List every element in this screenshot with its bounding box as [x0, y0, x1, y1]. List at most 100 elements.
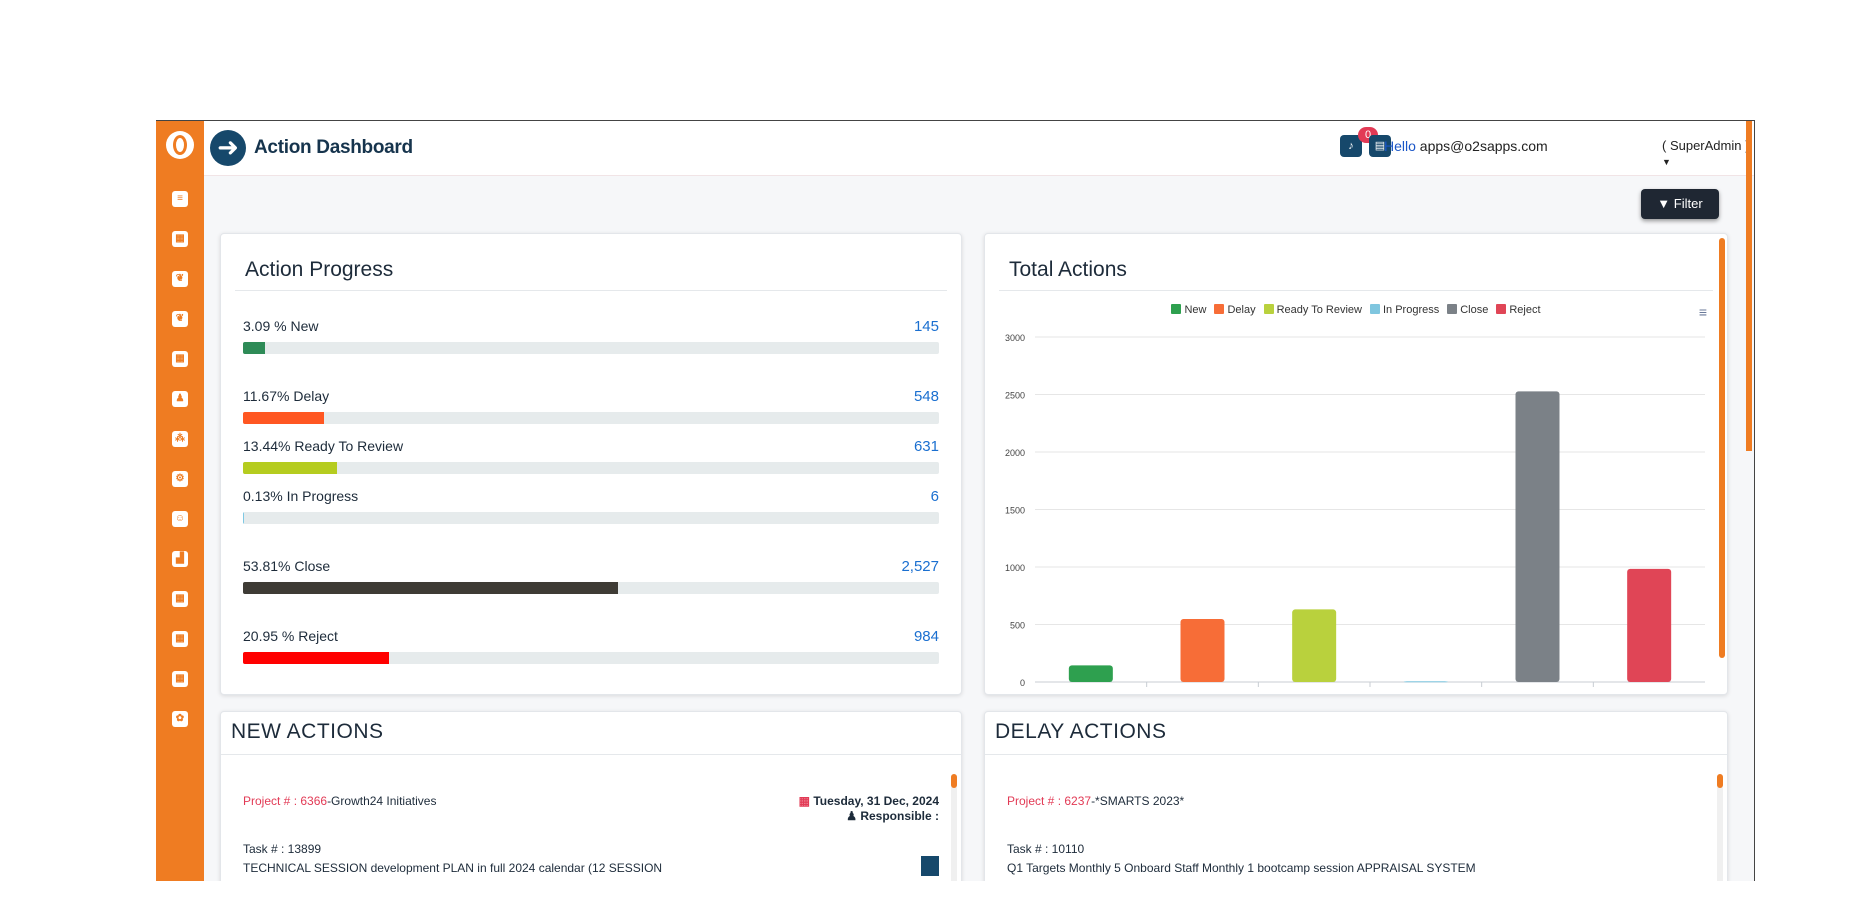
progress-fill: [243, 652, 389, 664]
bar-ready-to-review[interactable]: [1292, 609, 1337, 682]
delay-actions-card: DELAY ACTIONS Project # : 6237-*SMARTS 2…: [984, 711, 1728, 881]
project-number: Project # : 6237: [1007, 794, 1092, 808]
project-name: -Growth24 Initiatives: [327, 794, 437, 808]
legend-label: Ready To Review: [1276, 304, 1362, 316]
chart-scrollbar[interactable]: [1719, 238, 1725, 658]
section-title: NEW ACTIONS: [231, 720, 384, 743]
total-actions-card: Total Actions New Delay Ready To Review In …: [984, 233, 1728, 695]
progress-fill: [243, 582, 618, 594]
y-tick-label: 3000: [1005, 333, 1025, 343]
legend-label: Close: [1460, 304, 1489, 316]
progress-count: 548: [913, 388, 939, 405]
legend-swatch: [1263, 304, 1274, 314]
progress-count: 6: [930, 488, 939, 505]
settings-icon[interactable]: ✿: [172, 711, 188, 727]
y-tick-label: 1000: [1005, 563, 1025, 573]
divider: [235, 290, 947, 291]
clipboard-icon[interactable]: ▤: [1369, 135, 1391, 157]
y-tick-label: 0: [1020, 678, 1025, 688]
app-window: ≡ ▦ ❦ ❦ ▦ ♟ ⁂ ⚙ ☺ ▟ ▦ ▦ ▦ ✿ ➜ Action Das…: [156, 120, 1755, 881]
legend-item[interactable]: Ready To Review: [1263, 304, 1362, 316]
bar-delay[interactable]: [1180, 618, 1225, 682]
gears-icon[interactable]: ⚙: [172, 471, 188, 487]
app-logo[interactable]: [166, 131, 194, 159]
user-email: apps@o2sapps.com: [1419, 138, 1548, 154]
bar-chart: 0 500 1000 1500 2000 2500 3000: [1005, 333, 1705, 688]
bar-new[interactable]: [1068, 665, 1113, 682]
responsible-label: Responsible :: [860, 809, 939, 823]
user-icon: ♟: [846, 809, 857, 823]
list-scrollbar[interactable]: [951, 774, 957, 881]
bar-in-progress[interactable]: [1403, 681, 1448, 683]
task-number: Task # : 10110: [1007, 842, 1085, 856]
document-icon[interactable]: [921, 856, 939, 876]
sitemap-icon[interactable]: ⁂: [172, 431, 188, 447]
progress-label: 0.13% In Progress: [243, 488, 359, 504]
y-tick-label: 500: [1010, 621, 1025, 631]
new-actions-card: NEW ACTIONS Project # : 6366-Growth24 In…: [220, 711, 962, 881]
signal-icon[interactable]: ▟: [172, 551, 188, 567]
table-icon[interactable]: ▦: [172, 591, 188, 607]
bar-close[interactable]: [1515, 391, 1560, 682]
divider: [985, 754, 1727, 755]
progress-fill: [243, 462, 337, 474]
arrow-right-icon: ➜: [210, 130, 246, 166]
table-icon[interactable]: ▦: [172, 231, 188, 247]
progress-count: 2,527: [901, 558, 939, 575]
due-date-text: Tuesday, 31 Dec, 2024: [813, 794, 939, 808]
project-line[interactable]: Project # : 6237-*SMARTS 2023*: [1007, 794, 1184, 808]
y-tick-label: 2500: [1005, 391, 1025, 401]
progress-label: 53.81% Close: [243, 558, 331, 574]
progress-label: 11.67% Delay: [243, 388, 330, 404]
users-icon[interactable]: ☺: [172, 511, 188, 527]
bell-icon[interactable]: ♪: [1340, 135, 1362, 157]
task-description[interactable]: Q1 Targets Monthly 5 Onboard Staff Month…: [1007, 861, 1476, 875]
legend-item[interactable]: Reject: [1496, 304, 1541, 316]
table-icon[interactable]: ▦: [172, 351, 188, 367]
legend-swatch: [1171, 304, 1182, 314]
progress-label: 3.09 % New: [243, 318, 319, 334]
role-dropdown[interactable]: ( SuperAdmin ) ▼: [1662, 138, 1754, 168]
progress-fill: [243, 412, 325, 424]
user-gear-icon[interactable]: ♟: [172, 391, 188, 407]
filter-label: Filter: [1673, 196, 1703, 211]
page-scrollbar[interactable]: [1746, 121, 1752, 451]
leaf-icon[interactable]: ❦: [172, 271, 188, 287]
filter-button[interactable]: ▼ Filter: [1641, 189, 1719, 219]
legend-item[interactable]: Delay: [1214, 304, 1256, 316]
responsible: ♟ Responsible :: [846, 809, 939, 823]
chart-legend: New Delay Ready To Review In Progress Close R…: [985, 304, 1727, 316]
progress-count: 984: [913, 628, 939, 645]
menu-icon[interactable]: ≡: [172, 191, 188, 207]
task-description[interactable]: TECHNICAL SESSION development PLAN in fu…: [243, 861, 663, 875]
legend-swatch: [1369, 304, 1380, 314]
progress-label: 13.44% Ready To Review: [243, 438, 404, 454]
user-greeting: Hello apps@o2sapps.com: [1384, 138, 1548, 154]
table-icon[interactable]: ▦: [172, 671, 188, 687]
legend-item[interactable]: Close: [1447, 304, 1488, 316]
calendar-icon: ▦: [798, 794, 811, 808]
legend-label: Delay: [1227, 304, 1256, 316]
progress-bar: [243, 342, 939, 354]
page-title: Action Dashboard: [254, 137, 413, 158]
legend-swatch: [1214, 304, 1225, 314]
role-label: ( SuperAdmin ): [1662, 138, 1750, 153]
progress-bar: [243, 512, 939, 524]
divider: [221, 754, 961, 755]
hello-text: Hello: [1384, 138, 1416, 154]
progress-bar: [243, 652, 939, 664]
chart-menu-icon[interactable]: ≡: [1698, 304, 1707, 320]
progress-count: 631: [913, 438, 939, 455]
y-tick-label: 1500: [1005, 506, 1025, 516]
leaf-icon[interactable]: ❦: [172, 311, 188, 327]
list-scrollbar[interactable]: [1717, 774, 1723, 881]
table-icon[interactable]: ▦: [172, 631, 188, 647]
legend-item[interactable]: New: [1171, 304, 1206, 316]
bar-reject[interactable]: [1627, 568, 1672, 682]
project-number: Project # : 6366: [243, 794, 328, 808]
progress-fill: [243, 342, 265, 354]
task-number: Task # : 13899: [243, 842, 322, 856]
card-title: Action Progress: [245, 258, 394, 281]
project-line[interactable]: Project # : 6366-Growth24 Initiatives: [243, 794, 436, 808]
legend-item[interactable]: In Progress: [1369, 304, 1439, 316]
